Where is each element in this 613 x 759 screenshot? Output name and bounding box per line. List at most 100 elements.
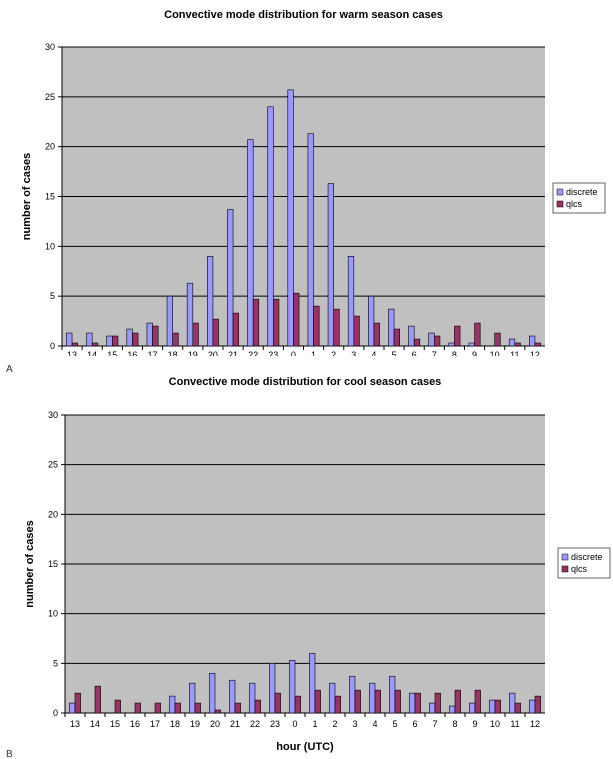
bar-qlcs-7 (435, 693, 441, 713)
x-tick-label: 3 (352, 719, 357, 729)
bar-discrete-20 (209, 673, 215, 713)
panel-label: B (6, 749, 13, 759)
bar-qlcs-19 (195, 703, 201, 713)
x-tick-label: 2 (331, 350, 336, 360)
bar-qlcs-16 (132, 333, 138, 346)
legend-label-qlcs: qlcs (566, 199, 583, 209)
legend-swatch-discrete (557, 189, 563, 195)
y-tick-label: 15 (48, 559, 58, 569)
x-tick-label: 14 (90, 719, 100, 729)
x-tick-label: 2 (332, 719, 337, 729)
bar-qlcs-1 (315, 690, 321, 713)
bar-qlcs-9 (475, 690, 481, 713)
y-tick-label: 25 (48, 460, 58, 470)
bar-discrete-18 (169, 696, 175, 713)
bar-discrete-14 (87, 333, 93, 346)
bar-qlcs-17 (155, 703, 161, 713)
bar-qlcs-10 (495, 700, 501, 713)
x-tick-label: 5 (392, 719, 397, 729)
bar-discrete-21 (229, 680, 235, 713)
x-tick-label: 5 (392, 350, 397, 360)
bar-discrete-2 (329, 683, 335, 713)
bar-qlcs-21 (233, 313, 239, 346)
x-tick-label: 15 (107, 350, 117, 360)
bar-qlcs-14 (95, 686, 101, 713)
bar-qlcs-3 (355, 690, 361, 713)
bar-qlcs-0 (295, 696, 301, 713)
x-tick-label: 0 (291, 350, 296, 360)
bar-qlcs-23 (273, 299, 279, 346)
x-tick-label: 10 (490, 350, 500, 360)
legend: discrete qlcs (553, 183, 605, 213)
x-tick-label: 17 (148, 350, 158, 360)
x-tick-label: 16 (127, 350, 137, 360)
y-tick-label: 30 (45, 42, 55, 52)
bar-qlcs-12 (535, 343, 541, 346)
bar-qlcs-11 (515, 703, 521, 713)
panel-label: A (6, 364, 13, 375)
bar-discrete-0 (288, 90, 294, 346)
bar-qlcs-10 (495, 333, 501, 346)
legend: discrete qlcs (558, 548, 610, 578)
x-tick-label: 1 (311, 350, 316, 360)
x-axis-label: hour (UTC) (276, 741, 334, 753)
x-tick-label: 14 (87, 350, 97, 360)
x-tick-label: 4 (372, 719, 377, 729)
x-tick-label: 17 (150, 719, 160, 729)
y-tick-label: 0 (50, 341, 55, 351)
bar-discrete-22 (248, 140, 254, 346)
x-tick-label: 7 (432, 350, 437, 360)
bar-qlcs-3 (354, 316, 360, 346)
x-tick-label: 13 (70, 719, 80, 729)
bar-discrete-9 (469, 703, 475, 713)
bar-discrete-10 (489, 700, 495, 713)
x-tick-label: 22 (250, 719, 260, 729)
bar-qlcs-20 (215, 710, 221, 713)
bar-qlcs-5 (395, 690, 401, 713)
bar-qlcs-8 (454, 326, 460, 346)
bar-discrete-8 (449, 706, 455, 713)
bar-discrete-11 (509, 693, 515, 713)
x-tick-label: 6 (412, 350, 417, 360)
x-tick-label: 8 (452, 719, 457, 729)
bar-qlcs-16 (135, 703, 141, 713)
bar-qlcs-23 (275, 693, 281, 713)
x-tick-label: 9 (472, 350, 477, 360)
bar-qlcs-6 (415, 693, 421, 713)
bar-discrete-3 (349, 676, 355, 713)
chart-panel-B: Convective mode distribution for cool se… (6, 376, 610, 759)
bar-qlcs-6 (414, 339, 420, 346)
x-tick-label: 9 (472, 719, 477, 729)
bar-discrete-12 (529, 336, 535, 346)
x-tick-label: 15 (110, 719, 120, 729)
y-tick-label: 5 (50, 291, 55, 301)
legend-label-discrete: discrete (566, 187, 598, 197)
chart-title: Convective mode distribution for warm se… (164, 9, 443, 21)
x-tick-label: 21 (230, 719, 240, 729)
bar-discrete-6 (409, 326, 415, 346)
x-tick-label: 20 (210, 719, 220, 729)
x-tick-label: 23 (270, 719, 280, 729)
bar-qlcs-2 (334, 309, 340, 346)
legend-swatch-discrete (562, 554, 568, 560)
bar-discrete-2 (328, 184, 334, 346)
x-tick-label: 6 (412, 719, 417, 729)
y-axis-label: number of cases (24, 520, 36, 607)
x-tick-label: 11 (510, 719, 519, 729)
y-tick-label: 20 (48, 509, 58, 519)
legend-label-qlcs: qlcs (571, 564, 588, 574)
bar-discrete-21 (227, 209, 233, 346)
bar-qlcs-4 (375, 690, 381, 713)
bar-discrete-11 (509, 339, 515, 346)
bar-qlcs-11 (515, 343, 521, 346)
bar-qlcs-12 (535, 696, 541, 713)
bar-discrete-19 (189, 683, 195, 713)
bar-qlcs-1 (314, 306, 320, 346)
bar-discrete-7 (429, 333, 435, 346)
bar-discrete-5 (389, 676, 395, 713)
bar-qlcs-2 (335, 696, 341, 713)
bar-discrete-23 (268, 107, 274, 346)
x-tick-label: 22 (248, 350, 258, 360)
bar-qlcs-5 (394, 329, 400, 346)
bar-qlcs-15 (115, 700, 121, 713)
